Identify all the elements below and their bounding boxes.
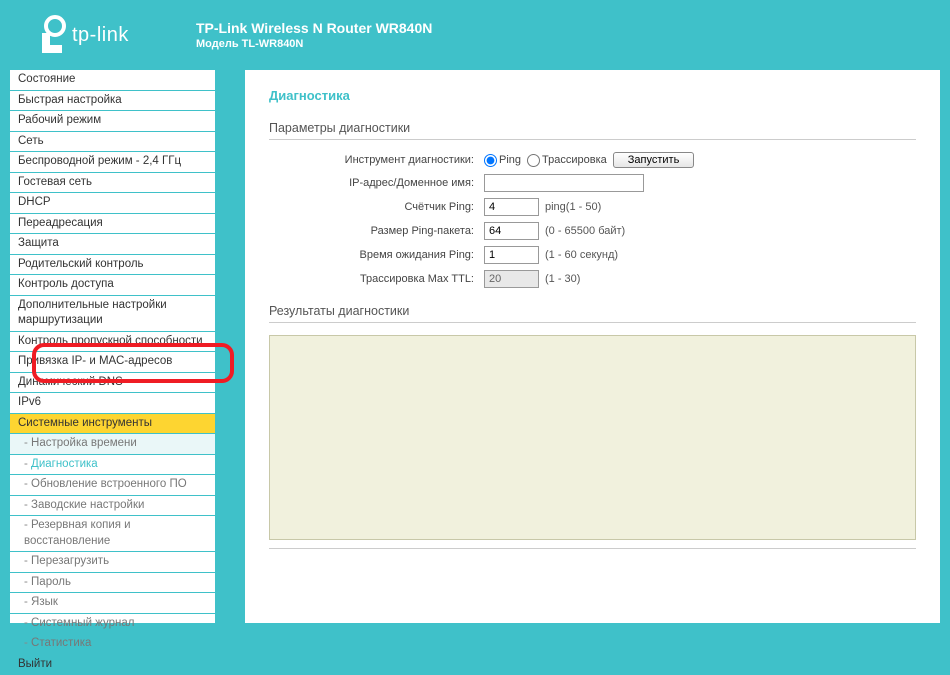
hint-count: ping(1 - 50) [545,201,601,213]
section-params-title: Параметры диагностики [269,121,916,140]
sidebar-subitem[interactable]: Заводские настройки [10,496,215,517]
row-size: Размер Ping-пакета: (0 - 65500 байт) [269,222,916,240]
row-count: Счётчик Ping: ping(1 - 50) [269,198,916,216]
sidebar-item[interactable]: Состояние [10,70,215,91]
hint-timeout: (1 - 60 секунд) [545,249,618,261]
sidebar-subitem[interactable]: Системный журнал [10,614,215,635]
sidebar-item[interactable]: Дополнительные настройки маршрутизации [10,296,215,332]
sidebar-item[interactable]: DHCP [10,193,215,214]
sidebar-item[interactable]: Родительский контроль [10,255,215,276]
sidebar-item[interactable]: Рабочий режим [10,111,215,132]
label-ttl: Трассировка Max TTL: [269,273,484,285]
sidebar: СостояниеБыстрая настройкаРабочий режимС… [10,70,215,623]
row-timeout: Время ожидания Ping: (1 - 60 секунд) [269,246,916,264]
sidebar-item[interactable]: Контроль доступа [10,275,215,296]
sidebar-subitem[interactable]: Статистика [10,634,215,655]
sidebar-item[interactable]: Контроль пропускной способности [10,332,215,353]
tplink-logo-icon [40,15,68,55]
row-addr: IP-адрес/Доменное имя: [269,174,916,192]
sidebar-subitem[interactable]: Настройка времени [10,434,215,455]
sidebar-item[interactable]: Защита [10,234,215,255]
section-results-title: Результаты диагностики [269,304,916,323]
hint-size: (0 - 65500 байт) [545,225,625,237]
sidebar-item[interactable]: Быстрая настройка [10,91,215,112]
radio-ping[interactable]: Ping [484,154,521,167]
label-count: Счётчик Ping: [269,201,484,213]
radio-trace-input[interactable] [527,154,540,167]
run-button[interactable]: Запустить [613,152,695,168]
input-addr[interactable] [484,174,644,192]
label-addr: IP-адрес/Доменное имя: [269,177,484,189]
results-box [269,335,916,540]
label-size: Размер Ping-пакета: [269,225,484,237]
input-size[interactable] [484,222,539,240]
input-ttl [484,270,539,288]
label-tool: Инструмент диагностики: [269,154,484,166]
sidebar-subitem[interactable]: Перезагрузить [10,552,215,573]
page-title: Диагностика [269,88,916,103]
sidebar-subitem[interactable]: Диагностика [10,455,215,476]
input-count[interactable] [484,198,539,216]
main-panel: Диагностика Параметры диагностики Инстру… [245,70,940,623]
radio-ping-input[interactable] [484,154,497,167]
brand-text: tp-link [72,24,129,47]
sidebar-subitem[interactable]: Язык [10,593,215,614]
radio-trace[interactable]: Трассировка [527,154,607,167]
sidebar-item[interactable]: Гостевая сеть [10,173,215,194]
sidebar-subitem[interactable]: Обновление встроенного ПО [10,475,215,496]
sidebar-item[interactable]: Системные инструменты [10,414,215,435]
sidebar-item[interactable]: Выйти [10,655,215,675]
sidebar-item[interactable]: Динамический DNS [10,373,215,394]
hint-ttl: (1 - 30) [545,273,580,285]
sidebar-item[interactable]: IPv6 [10,393,215,414]
sidebar-subitem[interactable]: Резервная копия и восстановление [10,516,215,552]
sidebar-item[interactable]: Беспроводной режим - 2,4 ГГц [10,152,215,173]
row-ttl: Трассировка Max TTL: (1 - 30) [269,270,916,288]
header: tp-link TP-Link Wireless N Router WR840N… [10,0,940,70]
device-model: Модель TL-WR840N [196,38,432,50]
sidebar-item[interactable]: Привязка IP- и МАС-адресов [10,352,215,373]
device-title: TP-Link Wireless N Router WR840N [196,20,432,36]
sidebar-item[interactable]: Сеть [10,132,215,153]
brand-logo: tp-link [40,15,180,55]
input-timeout[interactable] [484,246,539,264]
sidebar-item[interactable]: Переадресация [10,214,215,235]
row-tool: Инструмент диагностики: Ping Трассировка… [269,152,916,168]
label-timeout: Время ожидания Ping: [269,249,484,261]
sidebar-subitem[interactable]: Пароль [10,573,215,594]
